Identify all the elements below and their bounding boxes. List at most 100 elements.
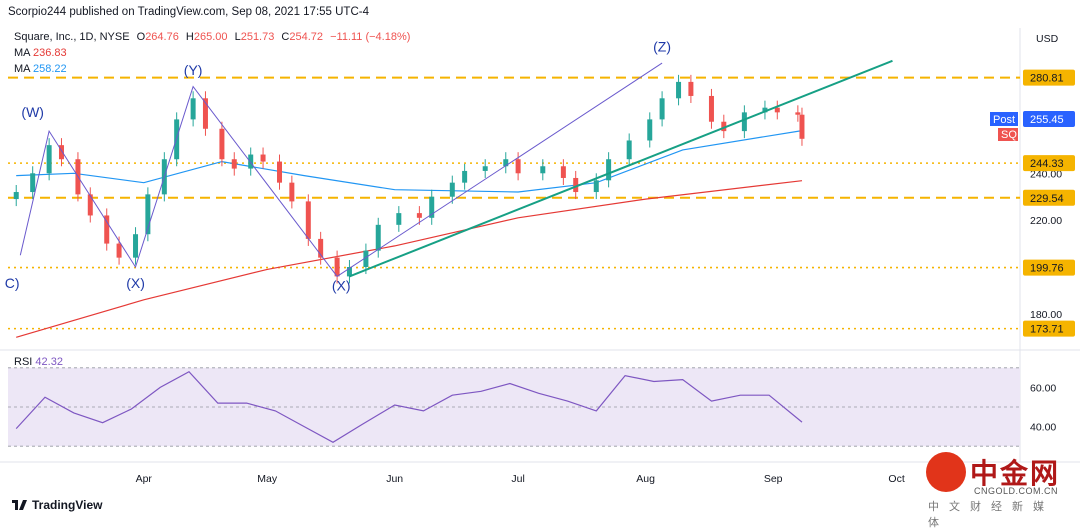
candle-body [416,213,422,218]
candle-body [462,170,468,183]
candle-body [202,98,208,129]
candle-body [573,177,579,193]
level-tag [1023,259,1075,276]
candle-body [305,201,311,239]
legend-o: 264.76 [145,31,179,43]
legend-h: 265.00 [193,31,228,43]
legend-ma1-value: 236.83 [32,47,67,59]
candle-body [396,213,402,225]
ma2-line [16,130,803,193]
candle-body [260,154,266,162]
candle-body [540,166,546,174]
level-label: 244.33 [1030,158,1064,170]
wave-label: (Y) [184,62,203,78]
candle-body [133,234,139,258]
candle-body [799,114,805,139]
legend-symbol: Square, Inc., 1D, NYSE [14,31,130,43]
candle-body [503,159,509,167]
candle-body [145,194,151,235]
x-tick-label: Apr [136,473,153,485]
candle-body [46,145,52,174]
candle-body [58,145,64,160]
y-tick-label: 180.00 [1030,309,1062,321]
rsi-line [15,370,803,443]
candle-body [721,121,727,132]
candle-body [741,112,747,132]
legend-c: 254.72 [289,31,324,43]
candle-body [676,81,682,99]
candle-body [30,173,36,193]
wave-label: (X) [332,277,351,293]
candle-body [190,98,196,120]
wave-label: C) [5,275,20,291]
level-tag [1023,320,1075,337]
legend-l-label: L [234,31,241,43]
tradingview-logo: TradingView [12,498,102,512]
publisher-line: Scorpio244 published on TradingView.com,… [8,6,369,18]
candle-body [116,243,122,258]
level-tag [1023,69,1075,86]
legend-change: −11.11 (−4.18%) [330,31,411,43]
candle-body [375,224,381,251]
candle-body [363,250,369,268]
currency-label: USD [1036,33,1059,45]
post-tag-bg [990,112,1018,126]
ma1-line [16,180,803,338]
candle-body [248,154,254,169]
candle-body [334,257,340,277]
x-tick-label: May [257,473,278,485]
y-tick-label: 240.00 [1030,168,1062,180]
legend-ma2: MA 258.22 [14,63,67,75]
candle-body [346,267,352,277]
candle-body [13,192,19,200]
y-tick-label: 220.00 [1030,215,1062,227]
legend-ma2-label: MA [14,63,30,75]
last-price-tag [1023,111,1075,127]
candle-body [104,215,110,244]
price-pane-bg [8,28,1020,342]
watermark-url: CNGOLD.COM.CN [974,486,1059,496]
level-tag [1023,155,1075,172]
wave-label: (W) [21,104,44,120]
legend-ohlc: Square, Inc., 1D, NYSE O264.76 H265.00 L… [14,31,410,43]
symbol-tag-label: SQ [1001,129,1017,141]
x-tick-label: Sep [764,473,783,485]
candle-body [231,159,237,169]
cngold-logo-icon [926,452,966,492]
candle-body [482,166,488,171]
symbol-tag-bg [998,128,1018,141]
legend-ma2-value: 258.22 [32,63,67,75]
trend-line [349,59,893,278]
legend-rsi-label: RSI [14,356,33,368]
level-label: 280.81 [1030,73,1064,85]
level-tag [1023,189,1075,206]
wave-label: (Z) [653,38,671,54]
cngold-watermark: 中金网 CNGOLD.COM.CN 中文财经新媒体 [922,452,1072,529]
candle-body [277,161,283,183]
level-label: 199.76 [1030,263,1064,275]
x-tick-label: Jul [511,473,524,485]
legend-rsi: RSI 42.32 [14,356,63,368]
candle-body [593,180,599,193]
x-tick-label: Jun [386,473,403,485]
last-price-value: 255.45 [1030,114,1064,126]
rsi-tick-label: 60.00 [1030,382,1056,394]
candle-body [429,196,435,218]
candle-body [708,95,714,122]
tradingview-brand: TradingView [32,498,103,512]
candle-body [795,112,801,115]
legend-c-label: C [281,31,290,43]
candle-body [659,98,665,120]
candle-body [606,159,612,181]
legend-ma1: MA 236.83 [14,47,67,59]
candle-body [318,238,324,258]
x-tick-label: Oct [888,473,904,485]
candle-body [762,107,768,113]
watermark-name: 中金网 [970,458,1061,489]
candle-body [289,182,295,202]
candle-body [560,166,566,178]
post-tag-label: Post [993,114,1015,126]
level-label: 229.54 [1030,193,1064,205]
legend-h-label: H [185,31,194,43]
